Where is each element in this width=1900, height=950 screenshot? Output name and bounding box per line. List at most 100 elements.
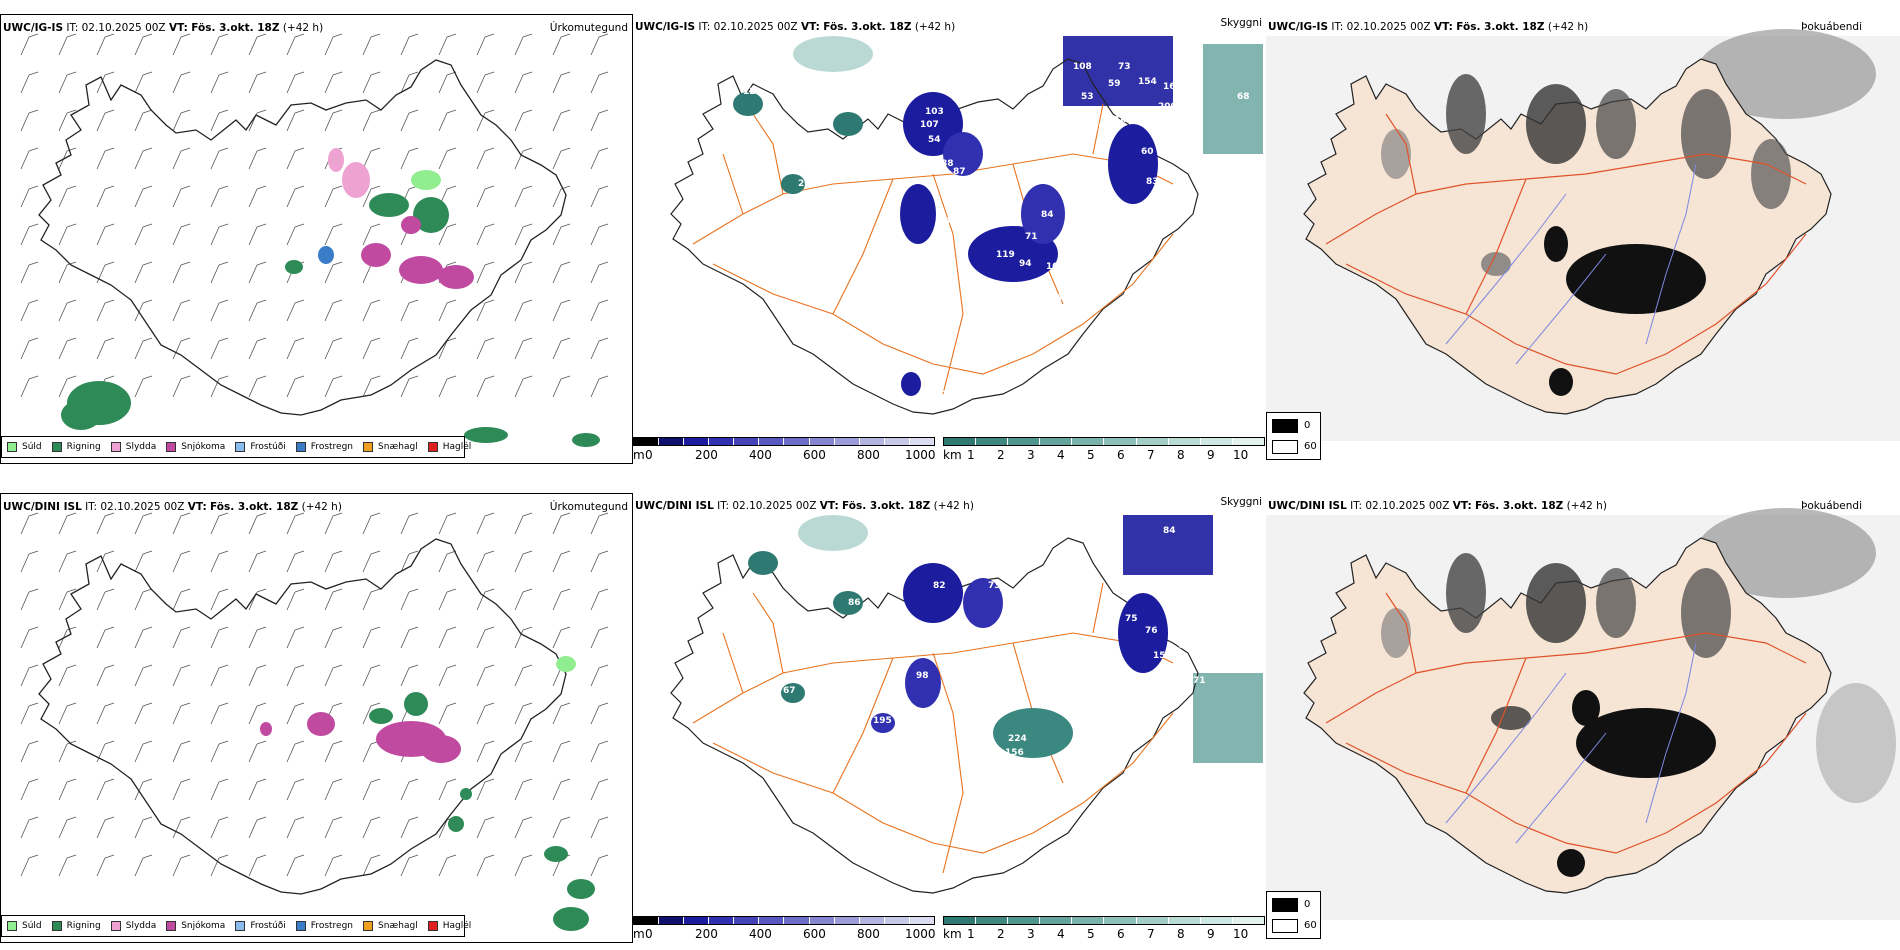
wind-barb-icon xyxy=(58,109,77,132)
legend-item: Snæhagl xyxy=(363,442,418,452)
legend-item: Snjókoma xyxy=(166,921,225,931)
wind-barb-icon xyxy=(324,664,343,687)
wind-barb-icon xyxy=(438,33,457,56)
wind-barb-icon xyxy=(58,778,77,801)
visibility-panel-top: UWC/IG-IS IT: 02.10.2025 00Z VT: Fös. 3.… xyxy=(633,14,1266,464)
wind-barb-icon xyxy=(210,816,229,839)
wind-barb-icon xyxy=(362,147,381,170)
svg-text:103: 103 xyxy=(925,107,944,117)
svg-text:155: 155 xyxy=(953,638,972,648)
wind-barb-icon xyxy=(362,664,381,687)
wind-barb-icon xyxy=(362,816,381,839)
precip-legend-bottom: Súld Rigning Slydda Snjókoma Frostúði Fr… xyxy=(1,915,471,937)
wind-barb-icon xyxy=(20,71,39,94)
wind-barb-icon xyxy=(210,261,229,284)
wind-barb-icon xyxy=(20,261,39,284)
wind-barb-icon xyxy=(476,626,495,649)
wind-barb-icon xyxy=(210,337,229,360)
wind-barb-icon xyxy=(362,109,381,132)
wind-barb-icon xyxy=(134,33,153,56)
svg-text:73: 73 xyxy=(988,581,1001,591)
svg-text:71: 71 xyxy=(1025,232,1038,242)
colorbar-swatch xyxy=(1168,917,1201,924)
wind-barb-icon xyxy=(286,816,305,839)
wind-barb-icon xyxy=(134,512,153,535)
wind-barb-icon xyxy=(58,185,77,208)
wind-barb-icon xyxy=(514,854,533,877)
wind-barb-icon xyxy=(286,375,305,398)
wind-barb-icon xyxy=(400,550,419,573)
wind-barb-icon xyxy=(286,185,305,208)
wind-barb-icon xyxy=(286,740,305,763)
wind-barb-icon xyxy=(476,337,495,360)
fog-map-bottom xyxy=(1266,508,1900,920)
visibility-map-bottom: 84 143 57 75 76 69 91 86 82 73 155 98 67… xyxy=(670,515,1263,894)
wind-barb-icon xyxy=(400,33,419,56)
visibility-title-bottom: UWC/DINI ISL IT: 02.10.2025 00Z VT: Fös.… xyxy=(635,500,974,512)
wind-barb-icon xyxy=(248,626,267,649)
svg-text:108: 108 xyxy=(1073,62,1092,72)
visibility-type-label-bottom: Skyggni xyxy=(1220,496,1263,508)
svg-text:54: 54 xyxy=(941,233,954,243)
wind-barb-icon xyxy=(324,299,343,322)
colorbar-swatch xyxy=(1104,438,1137,445)
wind-barb-icon xyxy=(590,626,609,649)
cloud-base-colorbar-swatches xyxy=(633,437,935,446)
colorbar-swatch xyxy=(859,917,885,924)
colorbar-swatch xyxy=(1040,917,1073,924)
fog-title-bottom: UWC/DINI ISL IT: 02.10.2025 00Z VT: Fös.… xyxy=(1268,500,1607,512)
cloud-base-unit: m xyxy=(633,927,645,941)
wind-barb-icon xyxy=(286,147,305,170)
svg-text:415: 415 xyxy=(1033,758,1052,768)
wind-barb-icon xyxy=(134,71,153,94)
wind-barb-icon xyxy=(552,778,571,801)
road-network-bottom xyxy=(692,582,1174,874)
wind-barb-icon xyxy=(514,223,533,246)
svg-text:98: 98 xyxy=(916,671,929,681)
wind-barb-icon xyxy=(96,337,115,360)
wind-barb-icon xyxy=(210,71,229,94)
wind-barb-icon xyxy=(134,109,153,132)
wind-barb-icon xyxy=(286,33,305,56)
wind-barb-icon xyxy=(210,740,229,763)
svg-text:107: 107 xyxy=(920,120,939,130)
wind-barb-icon xyxy=(96,550,115,573)
svg-text:200: 200 xyxy=(1158,102,1177,112)
wind-barb-icon xyxy=(400,816,419,839)
wind-barb-icon xyxy=(590,702,609,725)
wind-barb-icon xyxy=(438,299,457,322)
wind-barb-icon xyxy=(20,664,39,687)
colorbar-swatch xyxy=(659,438,685,445)
wind-barb-icon xyxy=(134,626,153,649)
wind-barb-icon xyxy=(476,33,495,56)
wind-barb-icon xyxy=(362,223,381,246)
wind-barb-icon xyxy=(590,816,609,839)
wind-barb-icon xyxy=(96,778,115,801)
wind-barb-icon xyxy=(324,550,343,573)
svg-text:69: 69 xyxy=(1173,611,1186,621)
wind-barb-icon xyxy=(324,816,343,839)
wind-barb-icon xyxy=(58,223,77,246)
cloud-base-ticks: 0 200 400 600 800 1000 xyxy=(645,927,936,941)
low-cloud-areas-bottom xyxy=(748,551,1168,758)
wind-barb-icon xyxy=(20,109,39,132)
legend-item: Frostregn xyxy=(295,921,353,931)
wind-barb-icon xyxy=(134,147,153,170)
precip-areas-bottom xyxy=(260,656,595,934)
wind-barb-icon xyxy=(58,147,77,170)
wind-barb-icon xyxy=(248,299,267,322)
wind-barb-icon xyxy=(324,854,343,877)
svg-text:87: 87 xyxy=(953,167,966,177)
wind-barb-icon xyxy=(400,147,419,170)
fog-legend-bottom: 0 60 xyxy=(1266,891,1321,939)
wind-barb-icon xyxy=(58,816,77,839)
wind-barb-icon xyxy=(362,626,381,649)
svg-text:76: 76 xyxy=(1145,626,1158,636)
colorbar-swatch xyxy=(784,917,810,924)
visibility-values-top: 108 73 133 59 154 161 68 53 120 114 76 2… xyxy=(743,37,1250,395)
wind-barb-icon xyxy=(210,33,229,56)
wind-barb-icon xyxy=(58,550,77,573)
svg-text:157: 157 xyxy=(1008,761,1027,771)
wind-barb-icon xyxy=(248,588,267,611)
wind-barb-icon xyxy=(210,185,229,208)
